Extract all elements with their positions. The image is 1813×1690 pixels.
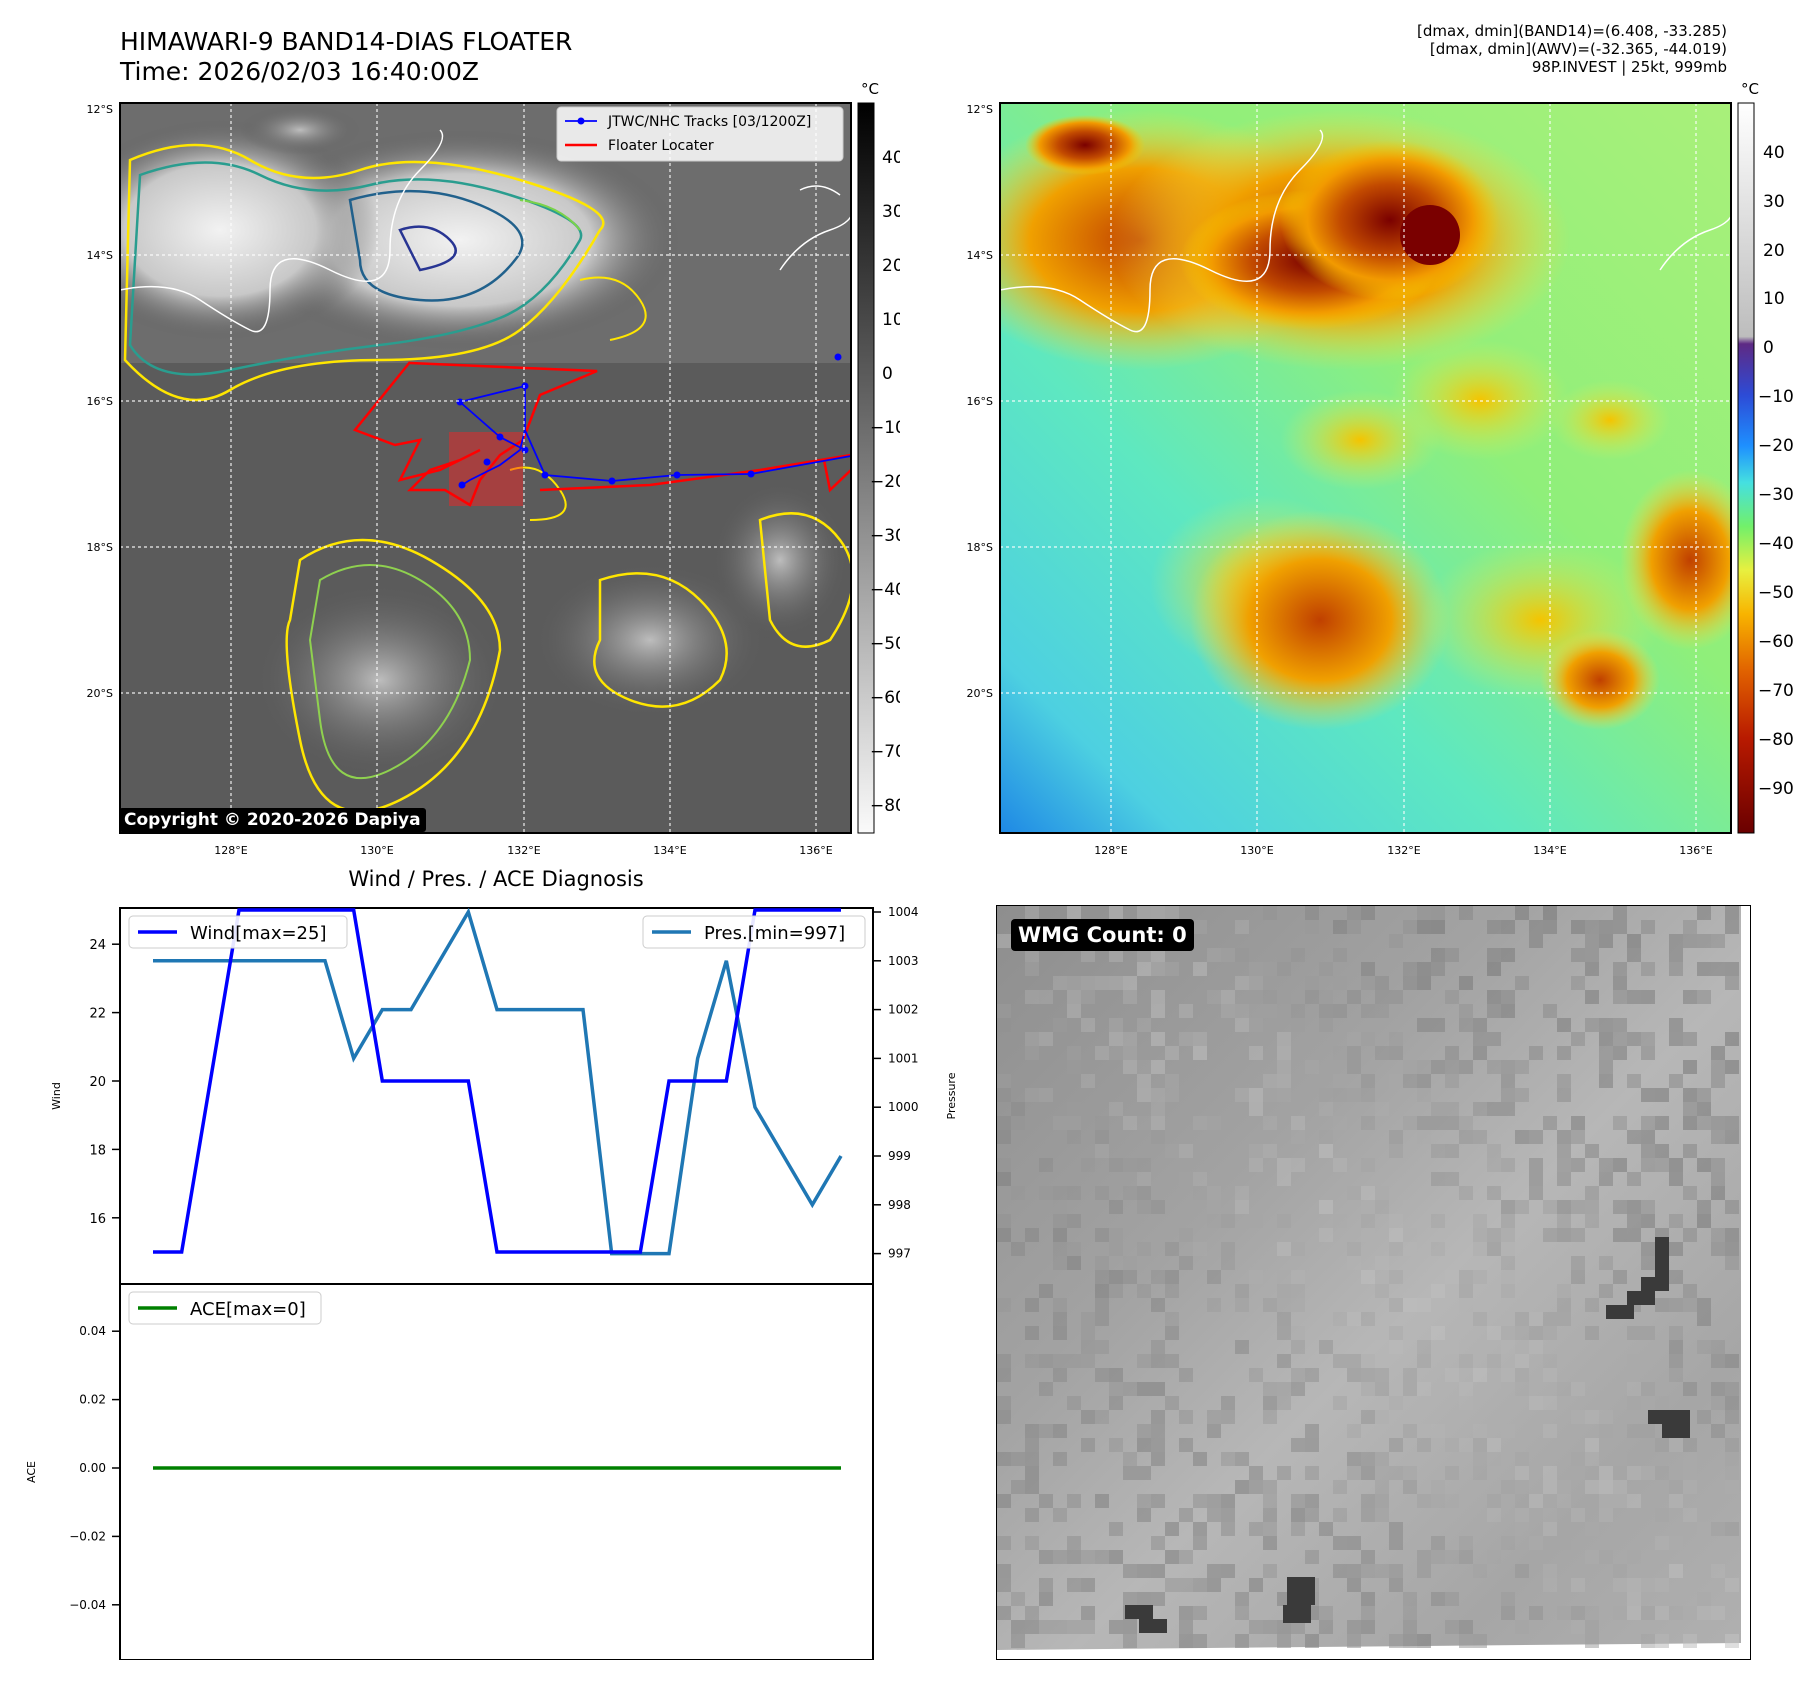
figure-title: HIMAWARI-9 BAND14-DIAS FLOATER <box>120 27 573 56</box>
pres-tick-label: 1004 <box>888 905 919 919</box>
cbar-tick: 30 <box>1763 192 1785 212</box>
lat-label: 18°S <box>87 541 113 554</box>
pres-tick-label: 997 <box>888 1247 911 1261</box>
pres-tick-label: 999 <box>888 1149 911 1163</box>
lat-label: 16°S <box>967 395 993 408</box>
ace-tick-label: −0.02 <box>69 1529 106 1543</box>
lon-label: 134°E <box>1533 844 1566 857</box>
wind-pres-panel <box>119 907 874 1285</box>
legend-wind: Wind[max=25] <box>190 923 327 944</box>
cbar-tick: −20 <box>1758 436 1794 456</box>
diagnosis-title: Wind / Pres. / ACE Diagnosis <box>348 867 643 891</box>
ace-tick-label: −0.04 <box>69 1598 106 1612</box>
wind-tick-label: 18 <box>89 1143 106 1158</box>
info-band14: [dmax, dmin](BAND14)=(6.408, -33.285) <box>1416 22 1727 40</box>
legend-ace-box <box>128 1291 322 1325</box>
cbar-tick: 0 <box>1763 338 1774 358</box>
legend-floater: Floater Locater <box>608 138 714 154</box>
lon-label: 132°E <box>1387 844 1420 857</box>
colorbar-right-unit: °C <box>1741 80 1759 98</box>
lat-label: 12°S <box>967 103 993 116</box>
lat-label: 20°S <box>87 687 113 700</box>
lat-label: 20°S <box>967 687 993 700</box>
cbar-tick: 0 <box>882 364 893 384</box>
cbar-tick: 30 <box>882 202 900 222</box>
cbar-tick: −40 <box>1758 534 1794 554</box>
pres-tick-label: 1002 <box>888 1003 919 1017</box>
colorbar-left <box>857 102 875 834</box>
info-storm: 98P.INVEST | 25kt, 999mb <box>1531 58 1727 76</box>
map-left-legend <box>556 106 844 162</box>
cbar-tick: −70 <box>1758 681 1794 701</box>
colorbar-left-unit: °C <box>861 80 879 98</box>
cbar-tick: 10 <box>1763 289 1785 309</box>
ace-tick-label: 0.00 <box>79 1461 106 1475</box>
lon-label: 128°E <box>1094 844 1127 857</box>
cbar-tick: −60 <box>1758 632 1794 652</box>
figure-time: Time: 2026/02/03 16:40:00Z <box>120 57 479 86</box>
cbar-tick: −80 <box>870 796 900 816</box>
ace-panel <box>119 1283 874 1660</box>
cbar-tick: −10 <box>870 418 900 438</box>
ace-tick-label: 0.04 <box>79 1324 106 1338</box>
legend-wind-box <box>128 915 348 949</box>
colorbar-right <box>1737 102 1755 834</box>
cbar-tick: −70 <box>870 742 900 762</box>
cbar-tick: 10 <box>882 310 900 330</box>
lon-label: 130°E <box>360 844 393 857</box>
cbar-tick: −80 <box>1758 730 1794 750</box>
cbar-tick: −20 <box>870 472 900 492</box>
cbar-tick: −40 <box>870 580 900 600</box>
copyright-label: Copyright © 2020-2026 Dapiya <box>119 808 426 832</box>
cbar-tick: 20 <box>882 256 900 276</box>
cbar-tick: −30 <box>1758 485 1794 505</box>
lat-label: 18°S <box>967 541 993 554</box>
map-right: 12°S 14°S 16°S 18°S 20°S 128°E 130°E 132… <box>967 80 1794 857</box>
legend-tracks: JTWC/NHC Tracks [03/1200Z] <box>607 114 811 130</box>
info-awv: [dmax, dmin](AWV)=(-32.365, -44.019) <box>1429 40 1727 58</box>
lon-label: 132°E <box>507 844 540 857</box>
wind-series-line <box>153 908 841 1254</box>
lat-label: 14°S <box>967 249 993 262</box>
map-left: JTWC/NHC Tracks [03/1200Z] Floater Locat… <box>87 80 900 857</box>
wind-axis-label: Wind <box>50 1082 63 1110</box>
wind-tick-label: 16 <box>89 1212 106 1227</box>
diagnosis-chart: Wind / Pres. / ACE Diagnosis Wind Pressu… <box>25 867 958 1660</box>
wind-tick-label: 24 <box>89 938 106 953</box>
wind-tick-label: 20 <box>89 1075 106 1090</box>
cbar-tick: 40 <box>1763 143 1785 163</box>
wmg-count-badge: WMG Count: 0 <box>1011 919 1194 951</box>
lat-label: 16°S <box>87 395 113 408</box>
pressure-series-line <box>153 908 843 1256</box>
cbar-tick: −50 <box>870 634 900 654</box>
lon-label: 136°E <box>1679 844 1712 857</box>
ace-axis-label: ACE <box>25 1461 38 1483</box>
lon-label: 136°E <box>799 844 832 857</box>
info-block: [dmax, dmin](BAND14)=(6.408, -33.285) [d… <box>1127 22 1727 76</box>
zoom-panel <box>996 905 1751 1660</box>
cbar-tick: −30 <box>870 526 900 546</box>
cbar-tick: 20 <box>1763 241 1785 261</box>
pressure-axis-label: Pressure <box>945 1072 958 1119</box>
pres-tick-label: 1003 <box>888 954 919 968</box>
lat-label: 12°S <box>87 103 113 116</box>
legend-pres-box <box>642 915 866 949</box>
lon-label: 134°E <box>653 844 686 857</box>
lon-label: 130°E <box>1240 844 1273 857</box>
cbar-tick: −50 <box>1758 583 1794 603</box>
wind-tick-label: 22 <box>89 1007 106 1022</box>
legend-ace: ACE[max=0] <box>190 1299 306 1320</box>
cbar-tick: −60 <box>870 688 900 708</box>
lat-label: 14°S <box>87 249 113 262</box>
pres-tick-label: 998 <box>888 1198 911 1212</box>
cbar-tick: −90 <box>1758 779 1794 799</box>
pres-tick-label: 1000 <box>888 1100 919 1114</box>
cbar-tick: 40 <box>882 148 900 168</box>
legend-pres: Pres.[min=997] <box>704 923 845 944</box>
pres-tick-label: 1001 <box>888 1051 919 1065</box>
cbar-tick: −10 <box>1758 387 1794 407</box>
ace-tick-label: 0.02 <box>79 1393 106 1407</box>
lon-label: 128°E <box>214 844 247 857</box>
